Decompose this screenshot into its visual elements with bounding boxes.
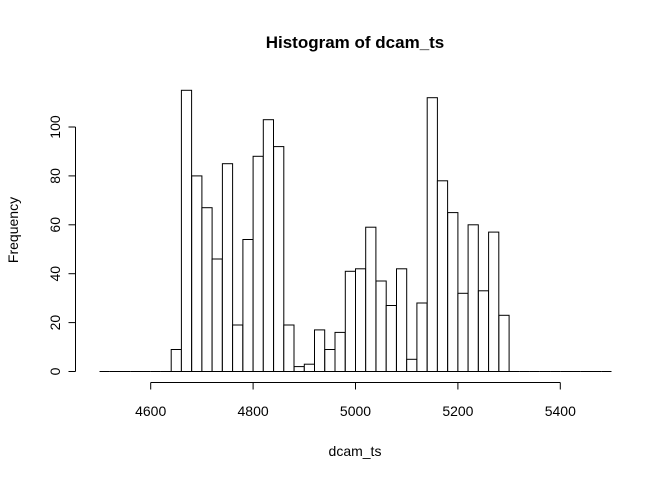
histogram-bar [242,239,254,372]
histogram-bar [232,324,244,372]
histogram-bar [498,314,510,372]
y-tick-label: 80 [47,168,63,184]
histogram-bar [344,270,356,372]
chart-title: Histogram of dcam_ts [266,33,445,52]
histogram-bar [283,324,295,372]
histogram-bar [355,268,367,372]
histogram-bar [385,305,397,372]
histogram-bar [416,302,428,372]
histogram-bar [273,146,285,372]
y-tick-label: 100 [47,115,63,139]
x-axis: 4600 4800 5000 5200 5400 [135,382,576,419]
histogram-bar [488,231,500,372]
y-tick-label: 40 [47,266,63,282]
histogram-bar [314,329,326,372]
histogram-bar [447,212,459,372]
histogram-bar [293,366,305,373]
histogram-bar [365,226,377,372]
histogram-bar [211,258,223,372]
histogram-bar [252,155,264,372]
histogram-bar [467,224,479,372]
x-axis-label: dcam_ts [329,443,382,459]
histogram-bar [426,97,438,372]
x-tick-label: 5400 [545,403,576,419]
y-tick-label: 60 [47,217,63,233]
histogram-bar [436,180,449,372]
bars-group [99,89,612,373]
x-tick-label: 4600 [135,403,166,419]
histogram-bar [457,292,469,372]
histogram-bar [221,163,234,372]
histogram-bar [396,268,408,372]
y-tick-label: 20 [47,315,63,331]
x-tick-label: 5200 [442,403,473,419]
y-axis: 0 20 40 60 80 100 [47,115,76,375]
histogram-bar [406,358,418,372]
histogram-bar [191,175,203,372]
histogram-bar [477,290,490,372]
y-tick-label: 0 [47,367,63,375]
x-tick-label: 5000 [340,403,371,419]
histogram-bar [334,331,346,372]
histogram-bar [303,363,315,373]
histogram-bar [201,207,213,372]
y-axis-label: Frequency [5,197,21,263]
x-tick-label: 4800 [238,403,269,419]
histogram-bar [262,119,274,372]
histogram-bar [324,349,336,372]
histogram-bar [375,280,387,372]
histogram-bar [170,349,182,372]
histogram-bar [180,89,193,373]
